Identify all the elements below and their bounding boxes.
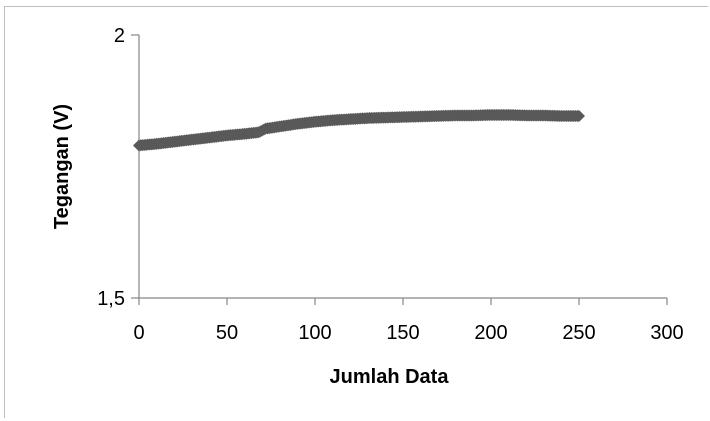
y-tick-label: 2	[114, 25, 125, 47]
x-tick-label: 300	[650, 322, 683, 344]
x-axis-title: Jumlah Data	[330, 366, 450, 388]
y-tick-label: 1,5	[97, 288, 125, 310]
y-axis-title: Tegangan (V)	[51, 104, 73, 229]
data-point	[573, 110, 585, 123]
x-tick-label: 150	[386, 322, 419, 344]
labels: 1,5 2 0 50 100 150 200 250 300	[97, 25, 684, 344]
series-voltage	[133, 108, 585, 152]
axes	[131, 34, 668, 305]
chart-frame	[4, 6, 708, 418]
x-tick-label: 200	[474, 322, 507, 344]
x-tick-label: 100	[298, 322, 331, 344]
x-tick-label: 50	[216, 322, 238, 344]
x-tick-label: 250	[562, 322, 595, 344]
x-tick-label: 0	[133, 322, 144, 344]
